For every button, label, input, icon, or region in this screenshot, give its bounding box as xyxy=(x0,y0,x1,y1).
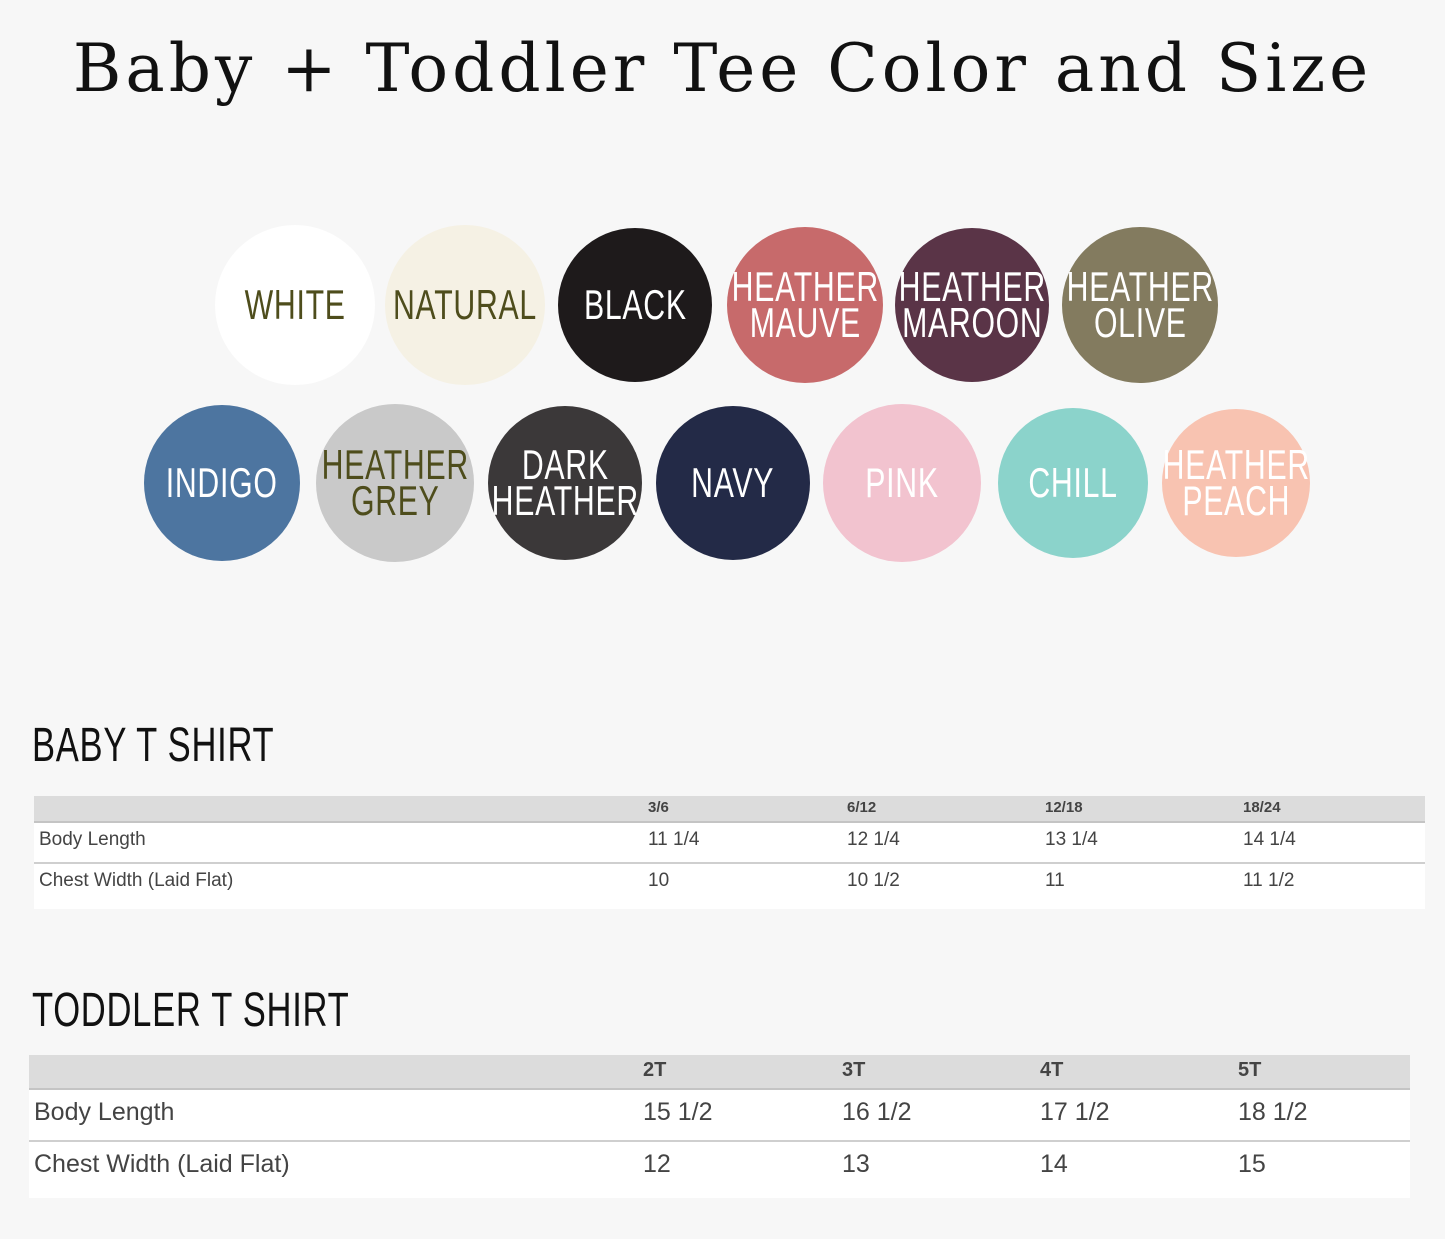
toddler-heading: TODDLER T SHIRT xyxy=(32,984,350,1037)
table-cell: 13 1/4 xyxy=(1045,829,1098,850)
table-cell: 10 xyxy=(648,870,670,891)
table-cell: 15 xyxy=(1238,1150,1266,1178)
page-title: Baby + Toddler Tee Color and Size xyxy=(72,30,1373,107)
baby-heading: BABY T SHIRT xyxy=(32,719,275,772)
color-label: PINK xyxy=(865,459,939,506)
table-cell: 14 xyxy=(1040,1150,1068,1178)
column-header: 12/18 xyxy=(1045,799,1083,816)
color-label: NAVY xyxy=(691,459,775,506)
color-label: HEATHER OLIVE xyxy=(1066,263,1214,346)
table-header: 3/6 6/12 12/18 18/24 xyxy=(34,796,1425,823)
table-cell: 13 xyxy=(842,1150,870,1178)
table-cell: 18 1/2 xyxy=(1238,1098,1308,1126)
table-row: Chest Width (Laid Flat) 12 13 14 15 xyxy=(29,1142,1410,1198)
color-label: HEATHER MAROON xyxy=(898,263,1046,346)
color-label: HEATHER PEACH xyxy=(1162,441,1310,524)
table-cell: 11 xyxy=(1045,870,1065,891)
color-label: DARK HEATHER xyxy=(491,441,639,524)
color-swatch[interactable]: CHILL xyxy=(998,408,1148,558)
column-header: 3/6 xyxy=(648,799,669,816)
color-label: INDIGO xyxy=(166,459,278,506)
color-label: WHITE xyxy=(244,281,346,328)
toddler-size-table: 2T 3T 4T 5T Body Length 15 1/2 16 1/2 17 1/2 18 … xyxy=(29,1055,1410,1198)
column-header: 18/24 xyxy=(1243,799,1281,816)
color-label: HEATHER MAUVE xyxy=(731,263,879,346)
color-swatch[interactable]: NAVY xyxy=(656,406,810,560)
column-header: 3T xyxy=(842,1059,866,1081)
table-cell: 15 1/2 xyxy=(643,1098,713,1126)
column-header: 5T xyxy=(1238,1059,1262,1081)
table-row: Body Length 11 1/4 12 1/4 13 1/4 14 1/4 xyxy=(34,823,1425,864)
table-cell: 14 1/4 xyxy=(1243,829,1296,850)
color-label: BLACK xyxy=(583,281,687,328)
color-swatch[interactable]: DARK HEATHER xyxy=(488,406,642,560)
table-row: Chest Width (Laid Flat) 10 10 1/2 11 11 1/2 xyxy=(34,864,1425,909)
row-label: Body Length xyxy=(39,829,146,850)
table-row: Body Length 15 1/2 16 1/2 17 1/2 18 1/2 xyxy=(29,1090,1410,1142)
color-swatch[interactable]: HEATHER PEACH xyxy=(1162,409,1310,557)
table-cell: 12 xyxy=(643,1150,671,1178)
table-cell: 12 1/4 xyxy=(847,829,900,850)
column-header: 4T xyxy=(1040,1059,1064,1081)
color-swatch[interactable]: HEATHER MAUVE xyxy=(727,227,883,383)
row-label: Chest Width (Laid Flat) xyxy=(39,870,234,891)
row-label: Body Length xyxy=(34,1098,175,1126)
color-swatch[interactable]: PINK xyxy=(823,404,981,562)
column-header: 2T xyxy=(643,1059,667,1081)
table-cell: 17 1/2 xyxy=(1040,1098,1110,1126)
table-cell: 11 1/2 xyxy=(1243,870,1295,891)
color-swatch[interactable]: HEATHER MAROON xyxy=(895,228,1049,382)
table-cell: 11 1/4 xyxy=(648,829,700,850)
column-header: 6/12 xyxy=(847,799,877,816)
color-swatch[interactable]: WHITE xyxy=(215,225,375,385)
color-label: CHILL xyxy=(1028,459,1118,506)
table-header: 2T 3T 4T 5T xyxy=(29,1055,1410,1090)
color-swatch[interactable]: INDIGO xyxy=(144,405,300,561)
color-swatch[interactable]: HEATHER OLIVE xyxy=(1062,227,1218,383)
color-label: HEATHER GREY xyxy=(321,441,469,524)
color-label: NATURAL xyxy=(393,281,537,328)
color-swatch[interactable]: BLACK xyxy=(558,228,712,382)
baby-size-table: 3/6 6/12 12/18 18/24 Body Length 11 1/4 12 1/4… xyxy=(34,796,1425,909)
table-cell: 10 1/2 xyxy=(847,870,900,891)
color-swatch[interactable]: HEATHER GREY xyxy=(316,404,474,562)
row-label: Chest Width (Laid Flat) xyxy=(34,1150,290,1178)
color-swatch[interactable]: NATURAL xyxy=(385,225,545,385)
table-cell: 16 1/2 xyxy=(842,1098,912,1126)
